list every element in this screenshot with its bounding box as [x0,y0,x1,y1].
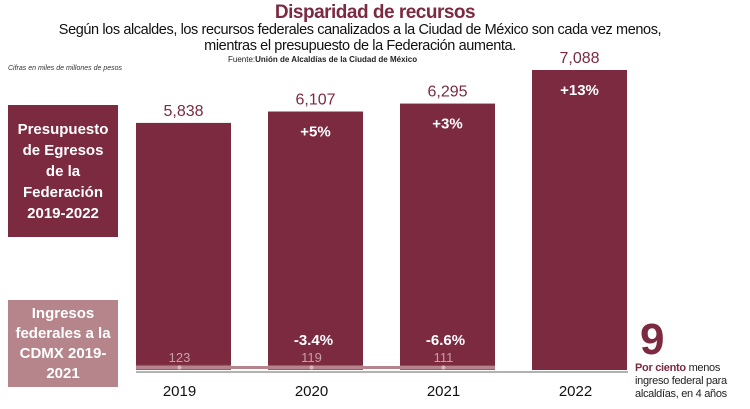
x-tick-label: 2019 [163,383,196,400]
ingresos-value-label: 123 [169,350,191,365]
x-tick-label: 2020 [295,383,328,400]
bar-ingresos-2020 [268,364,363,370]
ingresos-value-label: 119 [301,350,322,365]
value-label: 6,107 [295,92,335,109]
bar-ingresos-2019 [136,364,231,370]
note-body: menos ingreso federal para alcaldías, en… [635,362,727,400]
ingresos-point [177,365,182,370]
note-text: Por ciento menos ingreso federal para al… [635,362,750,401]
ingresos-point [309,365,314,370]
note-number: 9 [640,315,665,364]
bar-presupuesto-2021 [400,103,495,370]
subtitle-line-1: Según los alcaldes, los recursos federal… [58,22,662,38]
note-bold: Por ciento [635,362,686,374]
bar-presupuesto-2020 [268,111,363,371]
subtitle-line-2: mientras el presupuesto de la Federación… [204,38,516,54]
ingresos-value-label: 111 [434,350,454,365]
legend-presupuesto: Presupuesto de Egresos de la Federación … [8,105,118,237]
value-label: 6,295 [427,84,467,101]
source-label: Fuente: [228,55,256,64]
change-label: +13% [560,82,599,99]
source: Fuente:Unión de Alcaldías de la Ciudad d… [228,55,417,64]
source-name: Unión de Alcaldías de la Ciudad de Méxic… [255,55,418,64]
ingresos-change-label: -6.6% [426,332,465,349]
bar-ingresos-2021 [400,365,495,370]
change-label: +3% [432,116,462,133]
legend-presupuesto-label: Presupuesto de Egresos de la Federación … [17,120,109,222]
value-label: 5,838 [163,103,203,120]
x-tick-label: 2022 [559,383,592,400]
bar-presupuesto-2019 [136,122,231,371]
units-note: Cifras en miles de millones de pesos [8,65,122,72]
value-label: 7,088 [559,50,599,67]
ingresos-change-label: -3.4% [294,332,333,349]
change-label: +5% [300,124,330,141]
chart-title: Disparidad de recursos [274,2,476,23]
x-tick-label: 2021 [427,383,460,400]
legend-ingresos: Ingresos federales a la CDMX 2019-2021 [8,300,118,387]
bar-presupuesto-2022 [532,70,627,370]
ingresos-point [441,365,446,370]
legend-ingresos-label: Ingresos federales a la CDMX 2019-2021 [15,304,111,382]
